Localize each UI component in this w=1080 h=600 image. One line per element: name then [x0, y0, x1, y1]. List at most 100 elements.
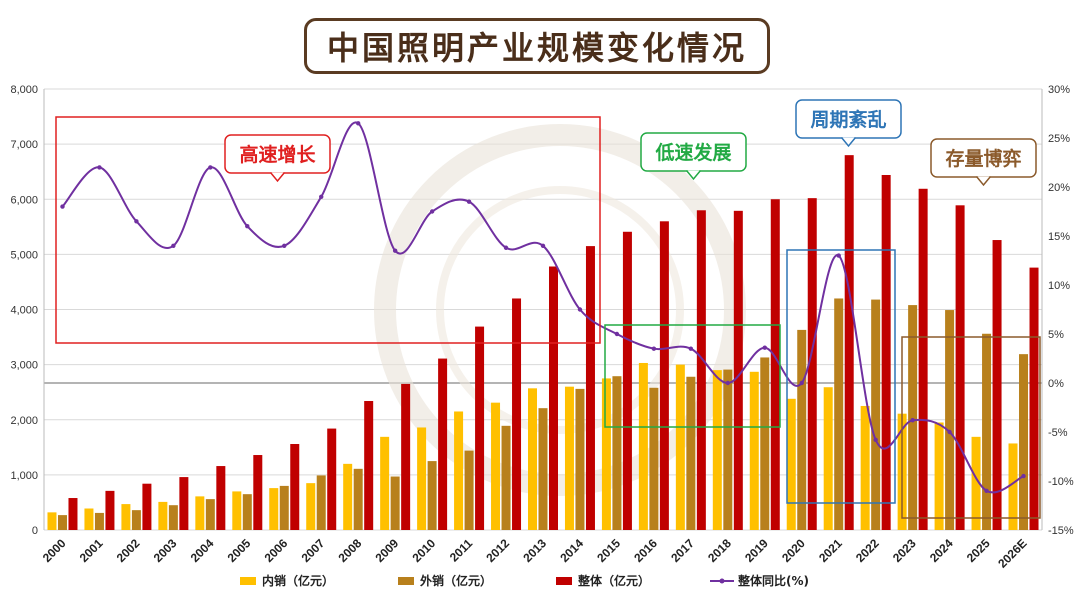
phase-callout-pointer [269, 172, 286, 183]
bar [934, 422, 944, 530]
legend-label: 内销（亿元） [262, 573, 334, 588]
yoy-point [762, 345, 767, 350]
x-tick-label: 2012 [483, 536, 512, 565]
yoy-point [540, 243, 546, 248]
yoy-point [725, 380, 731, 386]
bar [142, 483, 152, 530]
phase-label: 存量博弈 [945, 147, 1021, 170]
y-right-tick-label: 25% [1048, 133, 1070, 145]
y-right-tick-label: 30% [1048, 84, 1070, 96]
legend-swatch [398, 577, 414, 585]
bar [364, 401, 374, 530]
y-left-tick-label: 2,000 [10, 415, 38, 427]
bar [353, 468, 363, 530]
yoy-point [984, 488, 989, 493]
bar [797, 329, 807, 530]
bar [612, 376, 622, 530]
x-tick-label: 2010 [409, 536, 438, 565]
yoy-point [392, 248, 398, 253]
bar [844, 155, 854, 530]
bar [1019, 354, 1029, 530]
bar [68, 498, 78, 530]
bar [955, 205, 965, 530]
bar [918, 188, 928, 530]
bar [1029, 267, 1039, 530]
x-tick-label: 2020 [779, 536, 808, 565]
phase-callout-pointer [840, 137, 857, 148]
yoy-point [97, 165, 102, 170]
x-tick-label: 2024 [927, 536, 956, 565]
yoy-point [245, 224, 250, 229]
bar [427, 461, 437, 530]
x-tick-label: 2022 [853, 536, 882, 565]
yoy-point [466, 199, 472, 204]
legend-swatch [556, 577, 572, 585]
y-right-tick-label: 5% [1048, 329, 1064, 341]
yoy-point [429, 209, 435, 214]
bar [686, 376, 696, 530]
yoy-point [910, 418, 915, 423]
bar [105, 490, 115, 530]
y-right-tick-label: 20% [1048, 182, 1070, 194]
bar [696, 210, 706, 530]
bar [438, 358, 448, 530]
bar [982, 333, 992, 530]
bar [908, 305, 918, 530]
x-tick-label: 2002 [114, 536, 143, 565]
bar [279, 485, 289, 530]
y-left-tick-label: 4,000 [10, 305, 38, 317]
bar [512, 298, 522, 530]
bar [1008, 443, 1018, 530]
y-left-tick-label: 1,000 [10, 470, 38, 482]
bar [871, 299, 881, 530]
bar [622, 231, 632, 530]
bar [675, 364, 685, 530]
x-tick-label: 2003 [151, 536, 180, 565]
x-tick-label: 2005 [225, 536, 254, 565]
x-tick-label: 2026E [995, 536, 1029, 570]
phase-label: 高速增长 [239, 143, 316, 166]
yoy-point [319, 194, 324, 199]
bar [343, 463, 353, 530]
bar [807, 198, 817, 530]
bar [417, 427, 427, 530]
bar [454, 411, 464, 530]
x-tick-label: 2008 [336, 536, 365, 565]
legend-label: 外销（亿元） [420, 573, 492, 588]
chart-title: 中国照明产业规模变化情况 [326, 29, 747, 67]
bar [306, 483, 316, 530]
bar [390, 476, 400, 530]
y-left-tick-label: 7,000 [10, 139, 38, 151]
bar [501, 425, 511, 530]
bar [992, 240, 1002, 531]
bar [179, 477, 189, 530]
yoy-point [134, 219, 139, 224]
bar [723, 369, 733, 530]
x-tick-label: 2007 [299, 536, 328, 565]
bar [290, 444, 300, 530]
phase-label: 周期紊乱 [810, 108, 886, 131]
bar [401, 383, 411, 530]
bar [205, 499, 215, 530]
bar [760, 357, 770, 530]
bar [601, 378, 611, 530]
bar [158, 501, 168, 530]
bar [659, 221, 669, 531]
bar [94, 512, 104, 530]
bar [834, 298, 844, 530]
yoy-point [577, 307, 583, 312]
x-tick-label: 2004 [188, 536, 217, 565]
bar [564, 386, 574, 530]
yoy-point [355, 121, 361, 126]
x-tick-label: 2001 [77, 536, 106, 565]
y-right-tick-label: -15% [1048, 525, 1074, 537]
y-left-tick-label: 5,000 [10, 249, 38, 261]
bar [195, 496, 205, 530]
bar [475, 326, 485, 530]
y-left-tick-label: 0 [32, 525, 38, 537]
bar [971, 436, 981, 530]
y-left-tick-label: 3,000 [10, 360, 38, 372]
x-tick-label: 2000 [40, 536, 69, 565]
y-right-tick-label: -5% [1048, 427, 1068, 439]
